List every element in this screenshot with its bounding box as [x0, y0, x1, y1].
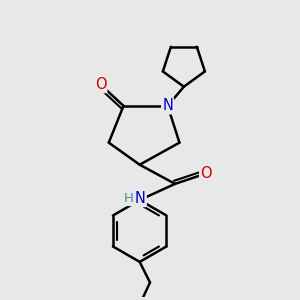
Text: H: H	[124, 192, 134, 205]
Text: O: O	[200, 166, 212, 181]
Text: N: N	[162, 98, 173, 113]
Text: N: N	[135, 191, 146, 206]
Text: O: O	[95, 77, 106, 92]
